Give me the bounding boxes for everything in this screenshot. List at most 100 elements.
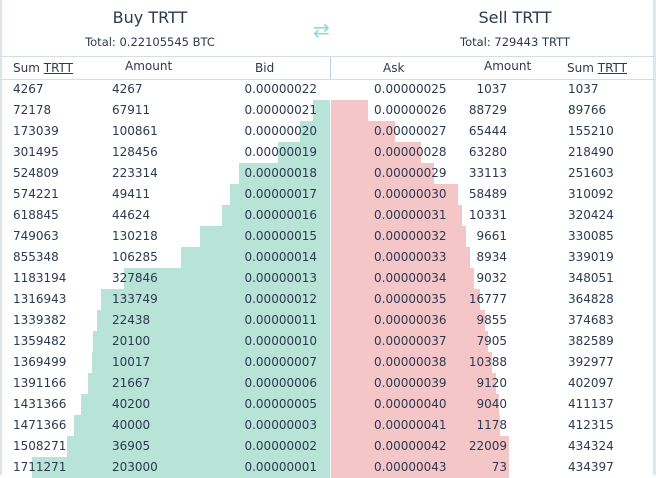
bid-price: 0.00000007: [244, 355, 317, 369]
ask-depth-bar: [331, 226, 467, 247]
ask-amount: 10331: [468, 208, 507, 222]
bid-depth-bar: [96, 310, 330, 331]
ask-price: 0.00000035: [374, 292, 447, 306]
bid-price: 0.00000002: [244, 439, 317, 453]
bid-price: 0.00000013: [244, 271, 317, 285]
ask-price: 0.00000040: [374, 397, 447, 411]
bid-sum: 72178: [13, 103, 52, 117]
table-row[interactable]: 1508271 36905 0.00000002 0.00000042 22009 434…: [0, 436, 656, 457]
bid-price: 0.00000001: [244, 460, 317, 474]
table-row[interactable]: 1359482 20100 0.00000010 0.00000037 7905 3825…: [0, 331, 656, 352]
sum-label: Sum: [13, 61, 40, 75]
bid-depth-bar: [238, 163, 330, 184]
ask-sum-header[interactable]: Sum TRTT: [567, 61, 627, 75]
ask-amount: 63280: [468, 145, 507, 159]
bid-depth-bar: [123, 268, 330, 289]
bid-price: 0.00000014: [244, 250, 317, 264]
ask-price: 0.00000027: [374, 124, 447, 138]
bid-amount: 106285: [112, 250, 158, 264]
ask-sum: 434324: [568, 439, 614, 453]
bid-sum: 1391166: [13, 376, 67, 390]
ask-depth-bar: [331, 100, 368, 121]
ask-sum: 1037: [568, 82, 599, 96]
bid-depth-bar: [91, 352, 330, 373]
bid-amount: 20100: [112, 334, 151, 348]
table-row[interactable]: 1316943 133749 0.00000012 0.00000035 16777 36…: [0, 289, 656, 310]
ask-sum: 402097: [568, 376, 614, 390]
ask-depth-bar: [331, 394, 500, 415]
ask-price: 0.00000041: [374, 418, 447, 432]
ask-amount: 16777: [468, 292, 507, 306]
table-row[interactable]: 749063 130218 0.00000015 0.00000032 9661 3300…: [0, 226, 656, 247]
table-row[interactable]: 301495 128456 0.00000019 0.00000028 63280 218…: [0, 142, 656, 163]
bid-price: 0.00000016: [244, 208, 317, 222]
table-row[interactable]: 1431366 40200 0.00000005 0.00000040 9040 4111…: [0, 394, 656, 415]
bid-depth-bar: [230, 184, 330, 205]
table-row[interactable]: 1339382 22438 0.00000011 0.00000036 9855 3746…: [0, 310, 656, 331]
table-row[interactable]: 72178 67911 0.00000021 0.00000026 88729 89766: [0, 100, 656, 121]
divider: [330, 57, 331, 79]
divider: [0, 79, 656, 80]
bid-depth-bar: [199, 226, 330, 247]
ask-sum: 310092: [568, 187, 614, 201]
ask-depth-bar: [331, 352, 493, 373]
bid-sum: 1711271: [13, 460, 67, 474]
ask-price: 0.00000033: [374, 250, 447, 264]
ask-depth-bar: [331, 331, 488, 352]
bid-price: 0.00000017: [244, 187, 317, 201]
sell-total: Total: 729443 TRTT: [460, 35, 570, 49]
bid-price: 0.00000003: [244, 418, 317, 432]
bid-sum: 1359482: [13, 334, 67, 348]
ask-sum: 339019: [568, 250, 614, 264]
ask-price: 0.00000037: [374, 334, 447, 348]
ask-sum: 218490: [568, 145, 614, 159]
swap-arrows-icon[interactable]: ⇄: [313, 18, 330, 42]
bid-amount: 128456: [112, 145, 158, 159]
sum-label: Sum: [567, 61, 594, 75]
bid-depth-bar: [87, 373, 330, 394]
table-row[interactable]: 1471366 40000 0.00000003 0.00000041 1178 4123…: [0, 415, 656, 436]
sum-unit-link[interactable]: TRTT: [43, 61, 73, 75]
table-row[interactable]: 574221 49411 0.00000017 0.00000030 58489 3100…: [0, 184, 656, 205]
bid-depth-bar: [313, 100, 330, 121]
ask-sum: 411137: [568, 397, 614, 411]
buy-header: Buy TRTT Total: 0.22105545 BTC: [0, 0, 300, 49]
buy-title: Buy TRTT: [112, 8, 188, 27]
bid-sum: 749063: [13, 229, 59, 243]
ask-depth-bar: [331, 121, 395, 142]
bid-price: 0.00000005: [244, 397, 317, 411]
ask-price: 0.00000030: [374, 187, 447, 201]
ask-depth-bar: [331, 373, 496, 394]
ask-amount: 22009: [468, 439, 507, 453]
table-row[interactable]: 1369499 10017 0.00000007 0.00000038 10388 392…: [0, 352, 656, 373]
ask-sum: 434397: [568, 460, 614, 474]
table-row[interactable]: 855348 106285 0.00000014 0.00000033 8934 3390…: [0, 247, 656, 268]
ask-amount: 9120: [476, 376, 507, 390]
ask-depth-bar: [331, 415, 500, 436]
table-row[interactable]: 1711271 203000 0.00000001 0.00000043 73 43439…: [0, 457, 656, 478]
table-row[interactable]: 524809 223314 0.00000018 0.00000029 33113 251…: [0, 163, 656, 184]
bid-depth-bar: [299, 121, 330, 142]
table-row[interactable]: 1183194 327846 0.00000013 0.00000034 9032 348…: [0, 268, 656, 289]
table-row[interactable]: 618845 44624 0.00000016 0.00000031 10331 3204…: [0, 205, 656, 226]
ask-amount: 1178: [476, 418, 507, 432]
ask-amount: 9855: [476, 313, 507, 327]
bid-amount: 133749: [112, 292, 158, 306]
table-row[interactable]: 173039 100861 0.00000020 0.00000027 65444 155…: [0, 121, 656, 142]
scrollbar-track[interactable]: [653, 0, 656, 475]
bid-amount: 49411: [112, 187, 151, 201]
bid-amount: 36905: [112, 439, 151, 453]
bid-sum: 855348: [13, 250, 59, 264]
bid-amount: 130218: [112, 229, 158, 243]
bid-sum: 574221: [13, 187, 59, 201]
bid-sum-header[interactable]: Sum TRTT: [13, 61, 73, 75]
sum-unit-link[interactable]: TRTT: [597, 61, 627, 75]
bid-price: 0.00000006: [244, 376, 317, 390]
bid-sum: 524809: [13, 166, 59, 180]
table-row[interactable]: 4267 4267 0.00000022 0.00000025 1037 1037: [0, 79, 656, 100]
ask-amount: 9032: [476, 271, 507, 285]
bid-depth-bar: [73, 415, 330, 436]
bid-depth-bar: [93, 331, 330, 352]
divider: [0, 56, 656, 57]
table-row[interactable]: 1391166 21667 0.00000006 0.00000039 9120 4020…: [0, 373, 656, 394]
